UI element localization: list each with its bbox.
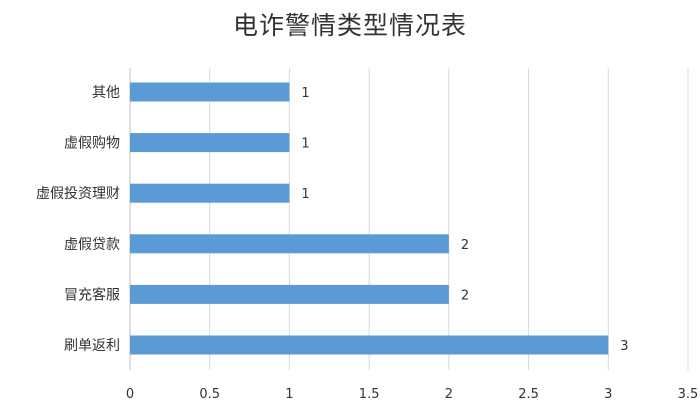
category-label: 其他 <box>92 85 120 101</box>
bar <box>130 284 449 304</box>
category-label: 虚假购物 <box>64 136 120 152</box>
category-label: 虚假投资理财 <box>36 186 120 202</box>
bar <box>130 335 609 355</box>
x-tick-label: 2 <box>445 387 453 402</box>
x-tick-label: 0.5 <box>199 387 220 402</box>
bar <box>130 82 290 102</box>
x-tick-label: 3.5 <box>678 387 699 402</box>
data-label: 2 <box>461 238 469 253</box>
x-tick-label: 0 <box>126 387 134 402</box>
bar <box>130 234 449 254</box>
x-tick-label: 1.5 <box>359 387 380 402</box>
data-label: 1 <box>301 86 309 101</box>
data-label: 3 <box>620 339 628 354</box>
data-label: 2 <box>461 288 469 303</box>
x-tick-label: 1 <box>285 387 293 402</box>
category-label: 刷单返利 <box>64 338 120 354</box>
category-label: 冒充客服 <box>64 286 120 303</box>
data-label: 1 <box>301 187 309 202</box>
chart-title: 电诈警情类型情况表 <box>232 11 467 40</box>
x-tick-label: 2.5 <box>518 387 539 402</box>
category-label: 虚假贷款 <box>64 237 120 253</box>
bar <box>130 183 290 203</box>
data-label: 1 <box>301 137 309 152</box>
x-tick-label: 3 <box>604 387 612 402</box>
bar <box>130 133 290 153</box>
